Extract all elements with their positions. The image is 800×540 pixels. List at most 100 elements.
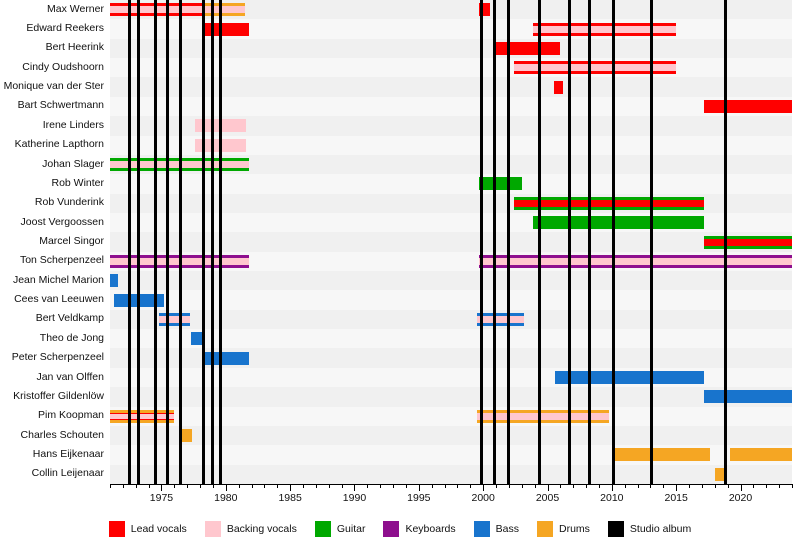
axis-tick-minor: [110, 484, 111, 488]
row-background: [110, 116, 792, 136]
legend-item-guitar: Guitar: [314, 521, 366, 537]
row-label: Cees van Leeuwen: [14, 293, 104, 306]
axis-tick-major: [676, 484, 678, 491]
studio-album-line: [723, 0, 727, 484]
axis-tick-minor: [457, 484, 459, 488]
legend-swatch-icon: [537, 521, 553, 537]
row-background: [110, 290, 792, 310]
axis-tick-minor: [663, 484, 665, 488]
legend-label: Guitar: [336, 523, 366, 535]
row-label: Bart Schwertmann: [17, 99, 104, 112]
axis-tick-minor: [251, 484, 253, 488]
axis-tick-major: [225, 484, 227, 491]
studio-album-line: [538, 0, 542, 484]
axis-tick-minor: [573, 484, 575, 488]
timeline-bar-backing: [110, 6, 246, 14]
legend-swatch-icon: [314, 521, 331, 537]
row-label: Charles Schouten: [20, 428, 104, 441]
studio-album-line: [588, 0, 592, 484]
row-label: Bert Heerink: [45, 41, 104, 54]
row-label: Collin Leijenaar: [31, 467, 104, 480]
axis-tick-minor: [689, 484, 691, 488]
studio-album-line: [611, 0, 615, 484]
axis-tick-minor: [200, 484, 202, 488]
row-label: Kristoffer Gildenlöw: [13, 389, 104, 402]
row-label: Johan Slager: [42, 157, 104, 170]
row-background: [110, 348, 792, 368]
timeline-bar-drums: [714, 467, 727, 481]
row-label-column: Max Werner Edward Reekers Bert Heerink Cind…: [0, 0, 110, 484]
studio-album-line: [211, 0, 215, 484]
timeline-bar-backing: [158, 315, 190, 323]
timeline-bar-backing: [110, 413, 175, 419]
axis-tick-minor: [341, 484, 343, 488]
axis-tick-minor: [380, 484, 382, 488]
legend-swatch-icon: [607, 521, 624, 537]
axis-tick-minor: [238, 484, 240, 488]
row-label: Monique van der Ster: [3, 80, 104, 93]
axis-tick-minor: [766, 484, 768, 488]
row-label: Ton Scherpenzeel: [19, 254, 104, 267]
legend-item-keyboards: Keyboards: [383, 521, 456, 537]
studio-album-line: [136, 0, 140, 484]
axis-line: [110, 484, 792, 485]
axis-tick-label: 1990: [342, 492, 367, 504]
legend-item-backing: Backing vocals: [204, 521, 297, 537]
timeline-bar-guitar: [479, 177, 522, 191]
axis-tick-major: [418, 484, 420, 491]
studio-album-line: [493, 0, 497, 484]
axis-tick-major: [354, 484, 356, 491]
row-label: Marcel Singor: [39, 235, 104, 247]
legend-swatch-icon: [204, 521, 221, 537]
legend-label: Drums: [559, 523, 590, 535]
timeline-bar-guitar: [533, 216, 705, 230]
axis-tick-minor: [367, 484, 369, 488]
axis-tick-minor: [779, 484, 781, 488]
timeline-bar-drums: [730, 448, 792, 462]
axis-tick-major: [161, 484, 163, 491]
axis-tick-minor: [792, 484, 793, 488]
timeline-bar-lead: [704, 99, 792, 113]
timeline-bar-bass: [202, 351, 249, 365]
timeline-bar-bass: [704, 390, 792, 404]
axis-tick-minor: [496, 484, 498, 488]
timeline-bar-lead: [202, 22, 249, 36]
axis-tick-minor: [174, 484, 176, 488]
studio-album-line: [567, 0, 571, 484]
axis-tick-minor: [328, 484, 330, 488]
timeline-bar-lead: [479, 3, 490, 17]
legend: Lead vocals Backing vocals Guitar Keyboards…: [0, 518, 800, 540]
row-background: [110, 77, 792, 97]
axis-tick-minor: [508, 484, 510, 488]
axis-tick-label: 2000: [471, 492, 495, 504]
axis-tick-minor: [701, 484, 703, 488]
axis-tick-minor: [624, 484, 626, 488]
axis-tick-label: 1980: [214, 492, 238, 504]
axis-tick-major: [483, 484, 485, 491]
studio-album-line: [166, 0, 170, 484]
legend-item-drums: Drums: [537, 521, 590, 537]
row-background: [110, 154, 792, 175]
studio-album-line: [153, 0, 157, 484]
axis-tick-label: 2015: [664, 492, 688, 504]
axis-tick-minor: [727, 484, 729, 488]
timeline-bar-backing: [479, 257, 792, 265]
legend-swatch-icon: [473, 521, 490, 537]
timeline-bar-drums: [180, 429, 193, 443]
row-label: Jean Michel Marion: [12, 273, 104, 286]
row-background: [110, 271, 792, 291]
row-label: Rob Winter: [51, 176, 104, 189]
timeline-bar-backing: [533, 25, 677, 33]
legend-label: Lead vocals: [130, 523, 187, 535]
studio-album-line: [179, 0, 183, 484]
axis-tick-minor: [393, 484, 395, 488]
studio-album-line: [480, 0, 484, 484]
row-background: [110, 232, 792, 252]
axis-tick-label: 1975: [149, 492, 174, 504]
row-label: Bert Veldkamp: [35, 312, 104, 325]
legend-swatch-icon: [108, 521, 125, 537]
row-background: [110, 425, 792, 446]
legend-item-album: Studio album: [607, 521, 691, 537]
axis-tick-minor: [431, 484, 433, 488]
